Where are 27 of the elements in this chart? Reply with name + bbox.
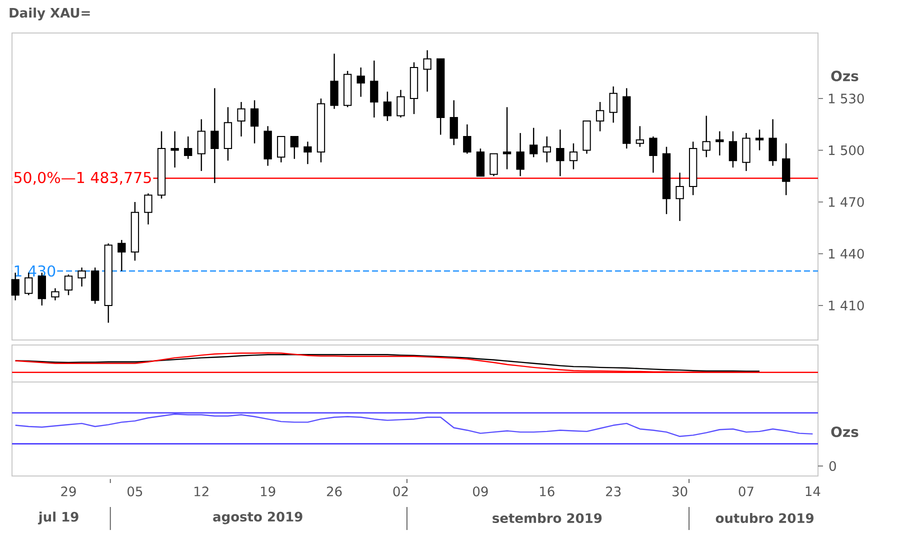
ref-line-label: 1 430	[14, 265, 56, 277]
chart-title: Daily XAU=	[10, 8, 90, 20]
x-tick-label: 02	[393, 486, 408, 496]
text: outubro 2019	[716, 512, 814, 524]
y-tick-label: 1 470	[828, 197, 864, 207]
y-tick-label: 1 530	[828, 94, 864, 104]
x-tick-label: 12	[194, 486, 208, 496]
y-tick-label: 1 410	[828, 300, 864, 310]
x-tick-label: 16	[540, 486, 554, 496]
text: jul 19	[38, 512, 78, 524]
text: agosto 2019	[213, 512, 302, 524]
x-tick-label: 29	[61, 486, 76, 496]
x-tick-label: 19	[260, 486, 276, 496]
x-tick-label: 26	[326, 486, 342, 496]
y-tick-label: 1 500	[828, 145, 864, 156]
y-axis-title: Ozs	[831, 426, 858, 438]
text: 0	[829, 461, 836, 471]
x-tick-label: 05	[128, 486, 142, 496]
x-tick-label: 09	[473, 486, 488, 496]
text: setembro 2019	[492, 512, 602, 524]
x-tick-label: 07	[738, 486, 754, 496]
y-axis-title: Ozs	[831, 70, 858, 82]
ref-line-label: 50,0%—1 483,775	[14, 172, 151, 185]
x-tick-label: 14	[806, 486, 820, 496]
x-tick-label: 23	[606, 486, 621, 496]
y-tick-label: 1 440	[828, 248, 864, 259]
x-tick-label: 30	[672, 486, 688, 496]
